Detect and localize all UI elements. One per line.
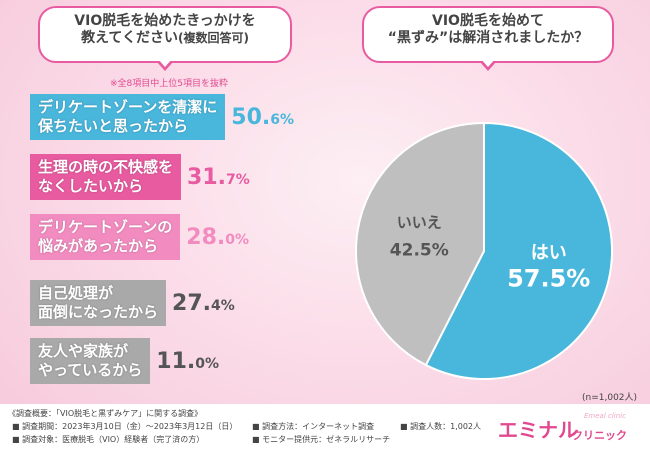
reason-value-decimal: 7% — [226, 171, 250, 188]
pie-slice-label: いいえ — [397, 213, 442, 231]
pie-slice-label: はい — [531, 243, 567, 264]
reason-label-line: 友人や家族が — [38, 342, 129, 360]
right-question-bubble: VIO脱毛を始めて “黒ずみ”は解消されましたか？ — [362, 6, 614, 71]
selection-note: ※全8項目中上位5項目を抜粋 — [110, 79, 228, 89]
reason-label: デリケートゾーンの 悩みがあったから — [30, 214, 181, 260]
sample-size-note: (n=1,002人) — [582, 393, 638, 403]
reason-value-main: 31. — [187, 164, 226, 190]
reason-label-line: なくしたいから — [38, 177, 144, 195]
survey-footer: 《調査概要：「VIO脱毛と黒ずみケア」に関する調査》 ■ 調査期間：2023年3… — [0, 404, 650, 450]
reason-row: 生理の時の不快感を なくしたいから 31.7% — [30, 154, 250, 200]
reason-label-line: デリケートゾーンを清潔に — [38, 98, 218, 116]
right-question-line1: VIO脱毛を始めて — [432, 13, 544, 29]
reason-label-line: デリケートゾーンの — [38, 218, 173, 236]
reason-label-line: 生理の時の不快感を — [38, 158, 174, 176]
logo-tiny-text: Emeal clinic — [584, 412, 626, 420]
reason-label: 友人や家族が やっているから — [30, 338, 151, 384]
pie-slice-value: 57.5% — [507, 265, 590, 293]
clinic-logo: Emeal clinic エミナル クリニック — [498, 410, 638, 442]
bubble-tail — [156, 59, 174, 71]
survey-period: ■ 調査期間：2023年3月10日（金）〜2023年3月12日（日） — [12, 422, 238, 431]
pie-slice — [355, 121, 485, 367]
reason-label-line: やっているから — [38, 361, 143, 379]
reason-value-decimal: 4% — [211, 297, 235, 314]
right-question-line2: “黒ずみ”は解消されましたか？ — [387, 30, 589, 46]
reason-row: 自己処理が 面倒になったから 27.4% — [30, 280, 235, 326]
survey-target: ■ 調査対象：医療脱毛（VIO）経験者（完了済の方） — [12, 435, 205, 444]
survey-overview: 《調査概要：「VIO脱毛と黒ずみケア」に関する調査》 — [8, 409, 203, 418]
pie-slice-value: 42.5% — [390, 240, 449, 260]
reason-value-main: 28. — [186, 224, 226, 250]
reason-value-main: 50. — [231, 104, 271, 130]
bubble-tail — [479, 59, 497, 71]
reason-value-main: 11. — [156, 348, 196, 374]
reason-value: 31.7% — [187, 165, 250, 190]
reason-value-decimal: 0% — [225, 231, 250, 248]
reason-value: 27.4% — [172, 291, 235, 316]
reason-label: 自己処理が 面倒になったから — [30, 280, 167, 326]
reason-value: 50.6% — [231, 105, 294, 130]
reason-value-main: 27. — [172, 290, 211, 316]
left-question-bubble: VIO脱毛を始めたきっかけを 教えてください(複数回答可) — [38, 6, 292, 71]
reason-label-line: 自己処理が — [38, 284, 114, 302]
reason-row: デリケートゾーンの 悩みがあったから 28.0% — [30, 214, 249, 260]
reason-row: 友人や家族が やっているから 11.0% — [30, 338, 219, 384]
survey-method: ■ 調査方法：インターネット調査 — [252, 422, 375, 431]
reason-label: 生理の時の不快感を なくしたいから — [30, 154, 182, 200]
survey-provider: ■ モニター提供元：ゼネラルリサーチ — [252, 435, 391, 444]
left-question-line1: VIO脱毛を始めたきっかけを — [74, 13, 256, 29]
survey-count: ■ 調査人数：1,002人 — [400, 422, 482, 431]
reason-label: デリケートゾーンを清潔に 保ちたいと思ったから — [30, 94, 226, 140]
left-question-line2: 教えてください(複数回答可) — [81, 30, 249, 46]
logo-sub-text: クリニック — [572, 429, 627, 442]
reason-label-line: 悩みがあったから — [38, 237, 159, 255]
logo-main-text: エミナル — [498, 418, 578, 442]
reason-value: 11.0% — [156, 349, 219, 374]
reason-row: デリケートゾーンを清潔に 保ちたいと思ったから 50.6% — [30, 94, 294, 140]
reason-label-line: 面倒になったから — [38, 303, 159, 321]
reason-value: 28.0% — [186, 225, 249, 250]
reason-value-decimal: 0% — [195, 355, 220, 372]
reason-value-decimal: 6% — [270, 111, 295, 128]
reason-label-line: 保ちたいと思ったから — [38, 117, 189, 135]
pie-slice — [424, 121, 613, 380]
left-question-sub: (複数回答可) — [177, 31, 249, 45]
